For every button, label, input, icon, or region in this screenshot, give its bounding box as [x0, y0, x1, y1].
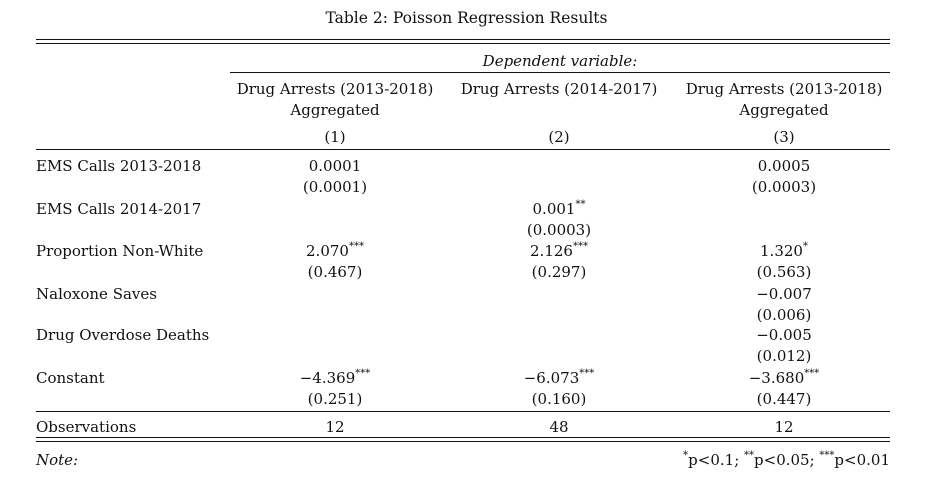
row-label-ems-2014-2017: EMS Calls 2014-2017 — [36, 200, 202, 218]
row-label-observations: Observations — [36, 418, 137, 436]
column-header-1-line1: Drug Arrests (2013-2018) — [236, 80, 434, 98]
se-ems-2013-2018-col3: (0.0003) — [751, 178, 817, 196]
top-rule-double — [36, 43, 890, 45]
row-label-naloxone-saves: Naloxone Saves — [36, 285, 157, 303]
se-constant-col1: (0.251) — [307, 390, 363, 408]
column-number-1: (1) — [324, 128, 346, 146]
se-non-white-col1: (0.467) — [307, 263, 363, 281]
se-overdose-col3: (0.012) — [756, 347, 812, 365]
se-constant-col3: (0.447) — [756, 390, 812, 408]
coef-constant-col3: −3.680*** — [748, 368, 820, 388]
se-naloxone-col3: (0.006) — [756, 306, 812, 324]
coef-constant-col1: −4.369*** — [299, 368, 371, 388]
column-number-2: (2) — [548, 128, 570, 146]
observations-col1: 12 — [325, 418, 345, 436]
row-label-ems-2013-2018: EMS Calls 2013-2018 — [36, 157, 202, 175]
header-rule — [36, 149, 890, 150]
row-label-proportion-non-white: Proportion Non-White — [36, 242, 204, 260]
observations-col2: 48 — [549, 418, 569, 436]
significance-legend: *p<0.1; **p<0.05; ***p<0.01 — [683, 450, 890, 470]
coef-constant-col2: −6.073*** — [523, 368, 595, 388]
coef-ems-2013-2018-col1: 0.0001 — [308, 157, 362, 175]
bottom-rule-double — [36, 441, 890, 443]
se-ems-2013-2018-col1: (0.0001) — [302, 178, 368, 196]
column-header-1-line2: Aggregated — [290, 101, 380, 119]
coef-naloxone-col3: −0.007 — [756, 285, 812, 303]
column-header-3-line1: Drug Arrests (2013-2018) — [685, 80, 883, 98]
coef-non-white-col2: 2.126*** — [530, 241, 588, 261]
dependent-variable-rule — [230, 72, 890, 73]
observations-col3: 12 — [774, 418, 794, 436]
note-label: Note: — [36, 451, 79, 469]
table-caption: Table 2: Poisson Regression Results — [325, 9, 608, 27]
se-non-white-col2: (0.297) — [531, 263, 587, 281]
column-header-3-line2: Aggregated — [739, 101, 829, 119]
coef-ems-2014-2017-col2: 0.001** — [532, 199, 586, 219]
se-ems-2014-2017-col2: (0.0003) — [526, 221, 592, 239]
bottom-rule — [36, 437, 890, 439]
column-header-2-line1: Drug Arrests (2014-2017) — [460, 80, 658, 98]
coef-overdose-col3: −0.005 — [756, 326, 812, 344]
column-number-3: (3) — [773, 128, 795, 146]
se-non-white-col3: (0.563) — [756, 263, 812, 281]
row-label-constant: Constant — [36, 369, 105, 387]
coef-non-white-col1: 2.070*** — [306, 241, 364, 261]
coef-non-white-col3: 1.320* — [760, 241, 808, 261]
coef-ems-2013-2018-col3: 0.0005 — [757, 157, 811, 175]
row-label-overdose-deaths: Drug Overdose Deaths — [36, 326, 210, 344]
body-rule — [36, 411, 890, 412]
dependent-variable-label: Dependent variable: — [482, 52, 638, 70]
se-constant-col2: (0.160) — [531, 390, 587, 408]
top-rule — [36, 39, 890, 41]
